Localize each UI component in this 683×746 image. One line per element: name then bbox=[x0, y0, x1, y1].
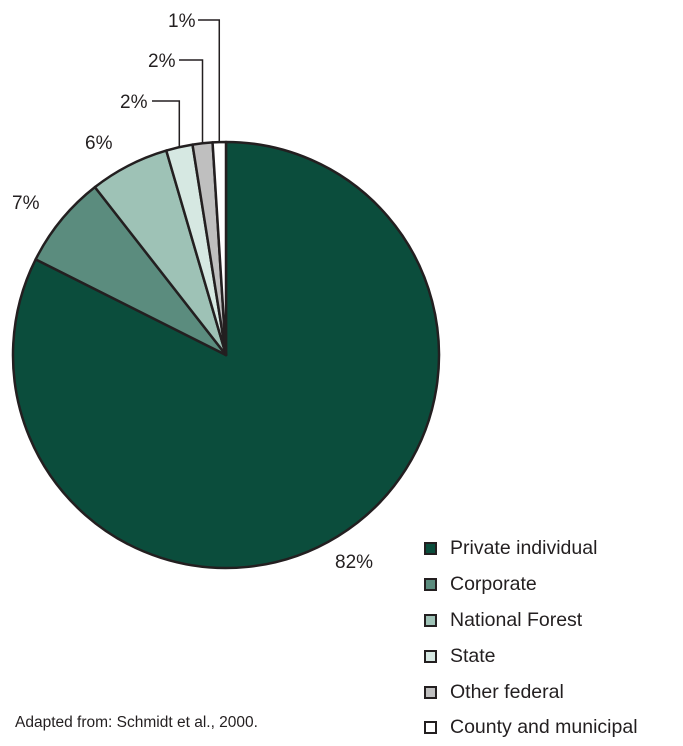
pie-labels: 82% 7% 6% 2%2% 1% bbox=[12, 11, 373, 573]
legend-item-national-forest: National Forest bbox=[424, 603, 638, 639]
leader-line bbox=[198, 19, 221, 143]
data-label: 6% bbox=[85, 133, 113, 154]
legend-item-private-individual: Private individual bbox=[424, 531, 638, 567]
data-label: 7% bbox=[12, 193, 40, 214]
legend-swatch bbox=[424, 578, 437, 592]
legend-label: State bbox=[450, 644, 496, 667]
legend-swatch bbox=[424, 542, 437, 556]
legend-label: Corporate bbox=[450, 573, 537, 596]
data-label: 1% bbox=[168, 11, 196, 32]
legend-label: County and municipal bbox=[450, 716, 638, 739]
legend-item-state: State bbox=[424, 638, 638, 674]
legend-swatch bbox=[424, 685, 437, 699]
pie-slice-county-and-municipal bbox=[211, 140, 228, 357]
legend-label: National Forest bbox=[450, 608, 583, 631]
legend-swatch bbox=[424, 649, 437, 663]
legend-item-corporate: Corporate bbox=[424, 567, 638, 603]
data-label: 2% bbox=[148, 51, 176, 72]
legend-item-county-and-municipal: County and municipal bbox=[424, 710, 638, 746]
leader-line bbox=[179, 59, 204, 144]
leader-line bbox=[152, 100, 181, 148]
data-label: 2% bbox=[120, 92, 148, 113]
pie-slices bbox=[11, 140, 441, 570]
legend-label: Private individual bbox=[450, 537, 598, 560]
legend-item-other-federal: Other federal bbox=[424, 674, 638, 710]
source-note: Adapted from: Schmidt et al., 2000. bbox=[15, 714, 258, 731]
legend: Private individual Corporate National Fo… bbox=[424, 531, 638, 746]
legend-swatch bbox=[424, 613, 437, 627]
legend-label: Other federal bbox=[450, 680, 564, 703]
legend-swatch bbox=[424, 721, 437, 735]
data-label: 82% bbox=[335, 552, 373, 573]
